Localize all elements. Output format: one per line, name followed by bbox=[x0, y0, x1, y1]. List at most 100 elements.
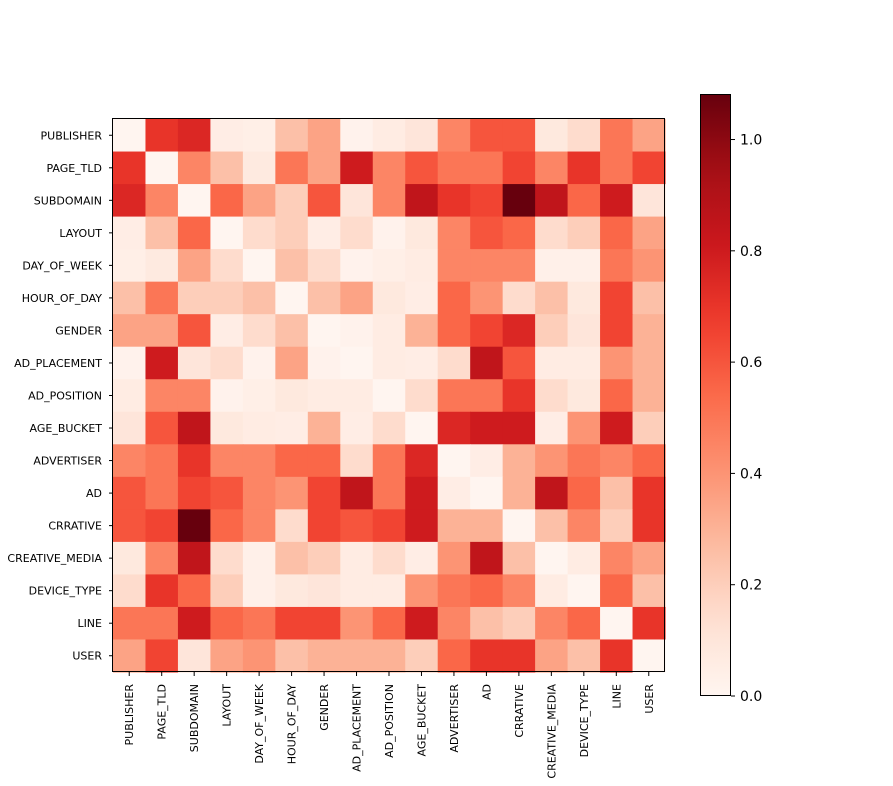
heatmap-cell bbox=[632, 314, 666, 348]
heatmap-cell bbox=[307, 541, 341, 576]
heatmap-cell bbox=[567, 119, 601, 153]
heatmap-cell bbox=[113, 249, 147, 283]
heatmap-cell bbox=[502, 541, 536, 576]
heatmap-cell bbox=[405, 574, 439, 608]
heatmap-cell bbox=[372, 509, 406, 543]
y-tick-label: USER bbox=[72, 650, 102, 663]
heatmap-cell bbox=[600, 379, 634, 413]
x-tick-label: GENDER bbox=[318, 684, 331, 731]
heatmap-cell bbox=[113, 314, 147, 348]
heatmap-cell bbox=[632, 119, 666, 153]
heatmap-cell bbox=[145, 314, 179, 348]
y-tick-label: PUBLISHER bbox=[41, 129, 103, 142]
y-tick-label: AD bbox=[86, 487, 102, 500]
heatmap-cell bbox=[470, 541, 504, 576]
heatmap-cell bbox=[307, 444, 341, 478]
x-tick-label: AD bbox=[480, 684, 493, 700]
heatmap-cell bbox=[210, 216, 244, 250]
heatmap-cell bbox=[567, 411, 601, 445]
y-tick-label: GENDER bbox=[55, 324, 102, 337]
heatmap-cell bbox=[600, 314, 634, 348]
heatmap-cell bbox=[340, 476, 374, 510]
heatmap-cell bbox=[145, 249, 179, 283]
heatmap-cell bbox=[535, 119, 569, 153]
heatmap-cell bbox=[242, 639, 276, 673]
heatmap-cell bbox=[242, 249, 276, 283]
heatmap-cell bbox=[340, 411, 374, 445]
heatmap-cell bbox=[177, 606, 212, 641]
heatmap-cell bbox=[502, 314, 536, 348]
heatmap-cell bbox=[502, 379, 536, 413]
y-axis: PUBLISHER PAGE_TLD SUBDOMAIN LAYOUT DAY_OF_W… bbox=[7, 129, 113, 663]
heatmap-cell bbox=[113, 606, 147, 641]
heatmap-cell bbox=[535, 184, 569, 218]
heatmap-cell bbox=[600, 216, 634, 250]
x-tick-label: LINE bbox=[610, 684, 623, 709]
heatmap-cell bbox=[177, 346, 212, 380]
heatmap-cell bbox=[340, 151, 374, 185]
heatmap-cell bbox=[275, 509, 309, 543]
heatmap-cell bbox=[145, 281, 179, 315]
heatmap-cell bbox=[470, 411, 504, 445]
heatmap-cell bbox=[242, 411, 276, 445]
heatmap-cell bbox=[372, 184, 406, 218]
heatmap-cell bbox=[177, 379, 212, 413]
heatmap-cell bbox=[405, 151, 439, 185]
x-tick-label: PAGE_TLD bbox=[156, 684, 169, 740]
heatmap-cell bbox=[210, 184, 244, 218]
heatmap-cell bbox=[632, 281, 666, 315]
colorbar-tick-label: 0.8 bbox=[740, 244, 762, 260]
heatmap-cell bbox=[145, 541, 179, 576]
colorbar-tick-label: 0.4 bbox=[740, 466, 762, 482]
heatmap-cell bbox=[372, 281, 406, 315]
heatmap-cell bbox=[535, 444, 569, 478]
heatmap-cell bbox=[242, 346, 276, 380]
heatmap-cells bbox=[113, 119, 666, 673]
heatmap-cell bbox=[340, 314, 374, 348]
heatmap-cell bbox=[242, 151, 276, 185]
heatmap-cell bbox=[145, 119, 179, 153]
heatmap-cell bbox=[437, 281, 471, 315]
heatmap-cell bbox=[632, 541, 666, 576]
heatmap-cell bbox=[210, 281, 244, 315]
heatmap-cell bbox=[372, 444, 406, 478]
heatmap-cell bbox=[535, 314, 569, 348]
heatmap-cell bbox=[600, 606, 634, 641]
heatmap-cell bbox=[502, 476, 536, 510]
heatmap-cell bbox=[177, 184, 212, 218]
heatmap-cell bbox=[307, 411, 341, 445]
heatmap-cell bbox=[210, 476, 244, 510]
heatmap-cell bbox=[307, 606, 341, 641]
heatmap-cell bbox=[340, 249, 374, 283]
heatmap-cell bbox=[275, 249, 309, 283]
heatmap-cell bbox=[242, 541, 276, 576]
y-tick-label: SUBDOMAIN bbox=[34, 194, 102, 207]
heatmap-cell bbox=[502, 639, 536, 673]
heatmap-cell bbox=[470, 216, 504, 250]
heatmap-cell bbox=[470, 249, 504, 283]
heatmap-cell bbox=[405, 444, 439, 478]
heatmap-cell bbox=[372, 541, 406, 576]
x-tick-label: CRRATIVE bbox=[513, 684, 526, 738]
heatmap-cell bbox=[340, 606, 374, 641]
heatmap-cell bbox=[632, 151, 666, 185]
heatmap-cell bbox=[437, 151, 471, 185]
heatmap-cell bbox=[470, 346, 504, 380]
heatmap-cell bbox=[535, 151, 569, 185]
heatmap-cell bbox=[437, 541, 471, 576]
heatmap-cell bbox=[340, 541, 374, 576]
heatmap-cell bbox=[535, 249, 569, 283]
y-tick-label: HOUR_OF_DAY bbox=[22, 292, 103, 305]
heatmap-cell bbox=[210, 346, 244, 380]
heatmap-cell bbox=[437, 346, 471, 380]
y-tick-label: PAGE_TLD bbox=[46, 162, 102, 175]
heatmap-cell bbox=[567, 281, 601, 315]
heatmap-cell bbox=[113, 346, 147, 380]
heatmap-cell bbox=[307, 314, 341, 348]
heatmap-cell bbox=[405, 346, 439, 380]
heatmap-cell bbox=[567, 574, 601, 608]
x-tick-label: HOUR_OF_DAY bbox=[286, 684, 299, 765]
heatmap-cell bbox=[307, 281, 341, 315]
colorbar-tick-label: 0.0 bbox=[740, 689, 762, 705]
